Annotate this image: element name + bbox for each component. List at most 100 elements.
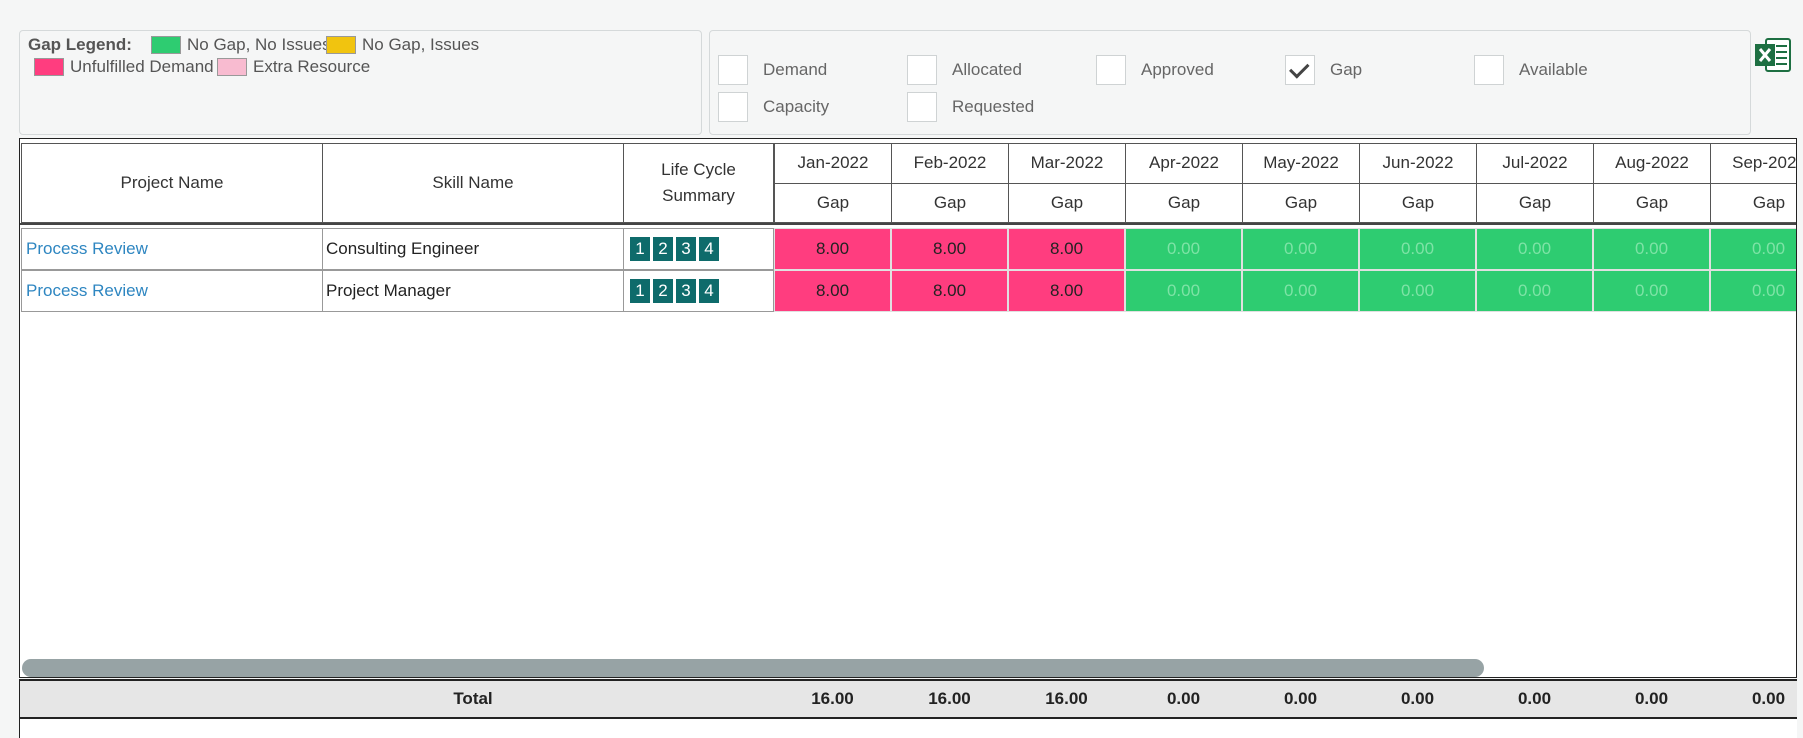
filter-label: Approved bbox=[1141, 60, 1214, 79]
table-row-2-skill: Project Manager bbox=[322, 270, 624, 312]
header-gap-subcolumn: Gap bbox=[1125, 183, 1243, 223]
total-value: 16.00 bbox=[811, 689, 854, 708]
gap-value-cell[interactable]: 0.00 bbox=[1710, 228, 1796, 270]
checkbox-gap-checked[interactable] bbox=[1285, 55, 1315, 85]
filter-allocated[interactable]: Allocated bbox=[907, 55, 1022, 85]
gap-value-cell[interactable]: 8.00 bbox=[891, 270, 1008, 312]
table-row-2-lifecycle: 1 2 3 4 bbox=[623, 270, 774, 312]
gap-legend-panel: Gap Legend: No Gap, No Issues No Gap, Is… bbox=[19, 30, 702, 135]
filter-requested[interactable]: Requested bbox=[907, 92, 1034, 122]
total-value: 16.00 bbox=[1045, 689, 1088, 708]
legend-label: Unfulfilled Demand bbox=[70, 57, 214, 76]
header-separator bbox=[20, 223, 1796, 225]
filter-label: Allocated bbox=[952, 60, 1022, 79]
horizontal-scrollbar-thumb[interactable] bbox=[22, 659, 1484, 677]
total-value: 0.00 bbox=[1517, 689, 1552, 708]
header-skill-name[interactable]: Skill Name bbox=[322, 143, 624, 223]
total-value: 0.00 bbox=[1166, 689, 1201, 708]
total-value: 0.00 bbox=[1634, 689, 1669, 708]
legend-item-no-gap-no-issues: No Gap, No Issues bbox=[151, 35, 331, 55]
total-value: 0.00 bbox=[1400, 689, 1435, 708]
gap-value-cell[interactable]: 8.00 bbox=[1008, 270, 1125, 312]
legend-item-extra-resource: Extra Resource bbox=[217, 57, 370, 77]
gap-grid: Project Name Skill Name Life Cycle Summa… bbox=[19, 138, 1797, 678]
total-value: 0.00 bbox=[1283, 689, 1318, 708]
total-value: 16.00 bbox=[928, 689, 971, 708]
legend-item-no-gap-issues: No Gap, Issues bbox=[326, 35, 479, 55]
phase-badge[interactable]: 4 bbox=[699, 279, 719, 303]
filter-capacity[interactable]: Capacity bbox=[718, 92, 829, 122]
filter-available[interactable]: Available bbox=[1474, 55, 1588, 85]
header-month: Sep-2022 bbox=[1710, 143, 1796, 184]
gap-value-cell[interactable]: 0.00 bbox=[1593, 270, 1710, 312]
header-month: Aug-2022 bbox=[1593, 143, 1711, 184]
gap-value-cell[interactable]: 8.00 bbox=[1008, 228, 1125, 270]
gap-value-cell[interactable]: 0.00 bbox=[1359, 228, 1476, 270]
phase-badge[interactable]: 2 bbox=[653, 279, 673, 303]
header-label: Skill Name bbox=[432, 172, 514, 192]
skill-name: Project Manager bbox=[326, 281, 451, 300]
checkbox-requested[interactable] bbox=[907, 92, 937, 122]
header-gap-subcolumn: Gap bbox=[1710, 183, 1796, 223]
filter-label: Capacity bbox=[763, 97, 830, 116]
header-month: Mar-2022 bbox=[1008, 143, 1126, 184]
gap-value-cell[interactable]: 8.00 bbox=[891, 228, 1008, 270]
checkbox-demand[interactable] bbox=[718, 55, 748, 85]
filter-label: Gap bbox=[1330, 60, 1363, 79]
filter-label: Demand bbox=[763, 60, 828, 79]
project-link[interactable]: Process Review bbox=[26, 239, 148, 258]
gap-value-cell[interactable]: 0.00 bbox=[1125, 228, 1242, 270]
filter-label: Available bbox=[1519, 60, 1588, 79]
legend-swatch-yellow bbox=[326, 36, 356, 54]
gap-value-cell[interactable]: 0.00 bbox=[1476, 228, 1593, 270]
gap-value-cell[interactable]: 0.00 bbox=[1710, 270, 1796, 312]
table-row-1-skill: Consulting Engineer bbox=[322, 228, 624, 270]
header-month: Jun-2022 bbox=[1359, 143, 1477, 184]
phase-badge[interactable]: 3 bbox=[676, 279, 696, 303]
legend-swatch-green bbox=[151, 36, 181, 54]
phase-badge[interactable]: 4 bbox=[699, 237, 719, 261]
phase-badge[interactable]: 3 bbox=[676, 237, 696, 261]
gap-value-cell[interactable]: 0.00 bbox=[1476, 270, 1593, 312]
filter-gap[interactable]: Gap bbox=[1285, 55, 1362, 85]
gap-value-cell[interactable]: 0.00 bbox=[1593, 228, 1710, 270]
skill-name: Consulting Engineer bbox=[326, 239, 480, 258]
legend-label: No Gap, No Issues bbox=[187, 35, 331, 54]
gap-value-cell[interactable]: 0.00 bbox=[1242, 270, 1359, 312]
header-label: Project Name bbox=[120, 172, 224, 192]
header-month: Jul-2022 bbox=[1476, 143, 1594, 184]
filter-demand[interactable]: Demand bbox=[718, 55, 827, 85]
header-gap-subcolumn: Gap bbox=[1593, 183, 1711, 223]
header-gap-subcolumn: Gap bbox=[1242, 183, 1360, 223]
header-month: Apr-2022 bbox=[1125, 143, 1243, 184]
header-gap-subcolumn: Gap bbox=[891, 183, 1009, 223]
header-gap-subcolumn: Gap bbox=[1359, 183, 1477, 223]
gap-value-cell[interactable]: 8.00 bbox=[774, 228, 891, 270]
header-life-cycle-summary[interactable]: Life Cycle Summary bbox=[623, 143, 774, 223]
header-gap-subcolumn: Gap bbox=[1008, 183, 1126, 223]
checkbox-approved[interactable] bbox=[1096, 55, 1126, 85]
header-gap-subcolumn: Gap bbox=[774, 183, 892, 223]
legend-label: No Gap, Issues bbox=[362, 35, 480, 54]
phase-badge[interactable]: 1 bbox=[630, 279, 650, 303]
phase-badge[interactable]: 2 bbox=[653, 237, 673, 261]
excel-export-icon[interactable] bbox=[1754, 36, 1792, 74]
header-month: Jan-2022 bbox=[774, 143, 892, 184]
table-row-2-project[interactable]: Process Review bbox=[21, 270, 323, 312]
gap-value-cell[interactable]: 0.00 bbox=[1359, 270, 1476, 312]
legend-label: Extra Resource bbox=[253, 57, 371, 76]
filter-approved[interactable]: Approved bbox=[1096, 55, 1214, 85]
grid-footer-strip bbox=[19, 719, 1797, 738]
header-month: May-2022 bbox=[1242, 143, 1360, 184]
table-row-1-project[interactable]: Process Review bbox=[21, 228, 323, 270]
checkbox-allocated[interactable] bbox=[907, 55, 937, 85]
gap-value-cell[interactable]: 0.00 bbox=[1125, 270, 1242, 312]
gap-value-cell[interactable]: 0.00 bbox=[1242, 228, 1359, 270]
phase-badge[interactable]: 1 bbox=[630, 237, 650, 261]
checkbox-available[interactable] bbox=[1474, 55, 1504, 85]
gap-value-cell[interactable]: 8.00 bbox=[774, 270, 891, 312]
header-project-name[interactable]: Project Name bbox=[21, 143, 323, 223]
checkbox-capacity[interactable] bbox=[718, 92, 748, 122]
legend-swatch-pink bbox=[34, 58, 64, 76]
project-link[interactable]: Process Review bbox=[26, 281, 148, 300]
